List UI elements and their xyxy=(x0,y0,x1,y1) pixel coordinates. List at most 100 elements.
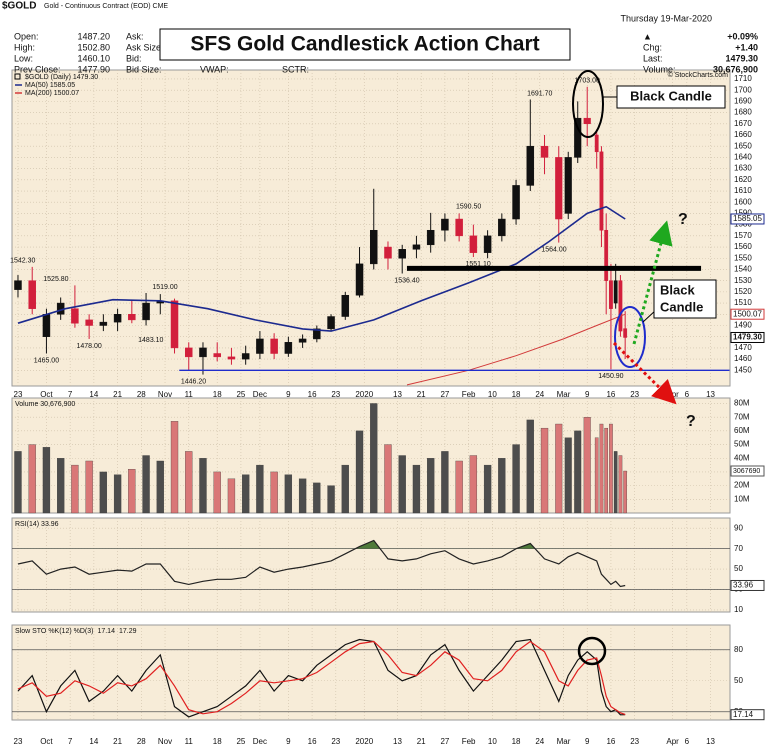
x-tick-label: 2020 xyxy=(355,390,373,399)
y-tick-label: 40M xyxy=(734,453,750,462)
candle-body xyxy=(213,353,221,358)
y-tick-label: 1530 xyxy=(734,276,752,285)
moving-average xyxy=(17,205,626,332)
y-tick-label: 1610 xyxy=(734,186,752,195)
x-tick-label: Oct xyxy=(40,390,53,399)
x-tick-label: 25 xyxy=(236,737,245,746)
info-value: 1479.30 xyxy=(725,53,758,63)
x-tick-label: 2020 xyxy=(355,737,373,746)
x-tick-label: Apr xyxy=(666,737,679,746)
value-tag-label: 33.96 xyxy=(733,581,754,590)
volume-bar xyxy=(327,485,335,514)
plot: Open: 1487.20 High: 1502.80 Low: 1460.10 Prev … xyxy=(10,31,765,746)
y-tick-label: 1710 xyxy=(734,74,752,83)
sto-panel xyxy=(11,624,731,721)
y-tick-label: 1590 xyxy=(734,209,752,218)
x-tick-label: 13 xyxy=(393,390,402,399)
x-tick-label: 23 xyxy=(331,737,340,746)
price-panel xyxy=(11,69,731,387)
candle-body xyxy=(85,319,93,326)
x-tick-label: 23 xyxy=(630,737,639,746)
candle-body xyxy=(483,235,492,253)
price-label: 1450.90 xyxy=(598,373,623,380)
value-tag xyxy=(730,213,765,225)
candle-body xyxy=(623,328,628,338)
price-label: 1483.10 xyxy=(138,337,163,344)
candle-body xyxy=(412,244,421,250)
title-box xyxy=(159,28,571,61)
value-tag xyxy=(730,308,765,320)
value-tag xyxy=(730,465,765,477)
moving-average xyxy=(406,313,626,386)
candle-body xyxy=(455,218,463,237)
volume-bar xyxy=(227,478,236,514)
candle-body xyxy=(583,117,591,125)
volume-bar xyxy=(574,430,582,514)
candle-body xyxy=(370,229,378,265)
volume-bar xyxy=(455,460,463,514)
volume-bar xyxy=(242,474,250,514)
callout-box xyxy=(616,85,726,109)
volume-bar xyxy=(512,444,520,514)
legend-label: 17.14 xyxy=(97,628,115,635)
volume-bar xyxy=(618,455,623,514)
candle-body xyxy=(574,117,582,158)
x-tick-label: 16 xyxy=(308,737,317,746)
x-tick-label: 28 xyxy=(137,390,146,399)
volume-bar xyxy=(609,423,613,514)
x-tick-label: 6 xyxy=(685,390,690,399)
volume-bar xyxy=(71,464,79,514)
indicator-line xyxy=(17,539,626,588)
x-tick-label: 21 xyxy=(417,390,426,399)
value-tag xyxy=(730,331,765,343)
price-label: 1525.80 xyxy=(43,276,68,283)
arrow-up xyxy=(632,220,673,345)
legend-label: Volume 30,676,900 xyxy=(15,401,75,408)
callout-box xyxy=(653,279,717,319)
price-label: 1446.20 xyxy=(181,378,206,385)
volume-bar xyxy=(341,464,349,514)
x-tick-label: 14 xyxy=(89,390,98,399)
price-label: 1590.50 xyxy=(456,204,481,211)
volume-bar xyxy=(469,455,478,514)
y-tick-label: 1640 xyxy=(734,153,752,162)
y-tick-label: 1540 xyxy=(734,265,752,274)
info-value: +0.09% xyxy=(727,31,758,41)
price-label: 1551.10 xyxy=(465,261,490,268)
y-tick-label: 1690 xyxy=(734,96,752,105)
x-tick-label: 9 xyxy=(585,390,590,399)
volume-bar xyxy=(623,470,627,514)
x-tick-label: 11 xyxy=(185,390,194,399)
candle-body xyxy=(599,151,604,231)
candle-body xyxy=(313,328,321,340)
volume-bar xyxy=(128,469,136,514)
symbol: $GOLD xyxy=(2,1,36,12)
y-tick-label: 80M xyxy=(734,399,750,408)
annotations: Black Candle Black Candle ? ? xyxy=(572,70,726,666)
price-label: 1703.00 xyxy=(575,78,600,85)
price-label: 1519.00 xyxy=(152,284,177,291)
volume-bar xyxy=(57,458,65,514)
candle-body xyxy=(594,134,599,153)
x-tick-label: 13 xyxy=(706,737,715,746)
x-tick-label: 24 xyxy=(535,390,544,399)
x-tick-label: 13 xyxy=(706,390,715,399)
y-tick-label: 1560 xyxy=(734,242,752,251)
candle-body xyxy=(604,229,609,281)
info-label: Ask: xyxy=(126,31,144,41)
x-tick-label: Dec xyxy=(253,390,267,399)
volume-bar xyxy=(412,464,421,514)
legend-label: MA(200) 1500.07 xyxy=(25,90,79,97)
volume-bar xyxy=(483,464,492,514)
candle-body xyxy=(540,145,549,158)
price-label: 1542.30 xyxy=(10,258,35,265)
rsi-panel xyxy=(11,517,731,613)
volume-bar xyxy=(398,455,406,514)
x-tick-label: 21 xyxy=(113,390,122,399)
y-tick-label: 80 xyxy=(734,645,743,654)
candle-body xyxy=(426,229,435,246)
info-label: ▲ xyxy=(643,31,652,41)
info-value: 1477.90 xyxy=(77,64,110,74)
x-tick-label: 18 xyxy=(213,390,222,399)
x-tick-label: 9 xyxy=(286,737,291,746)
